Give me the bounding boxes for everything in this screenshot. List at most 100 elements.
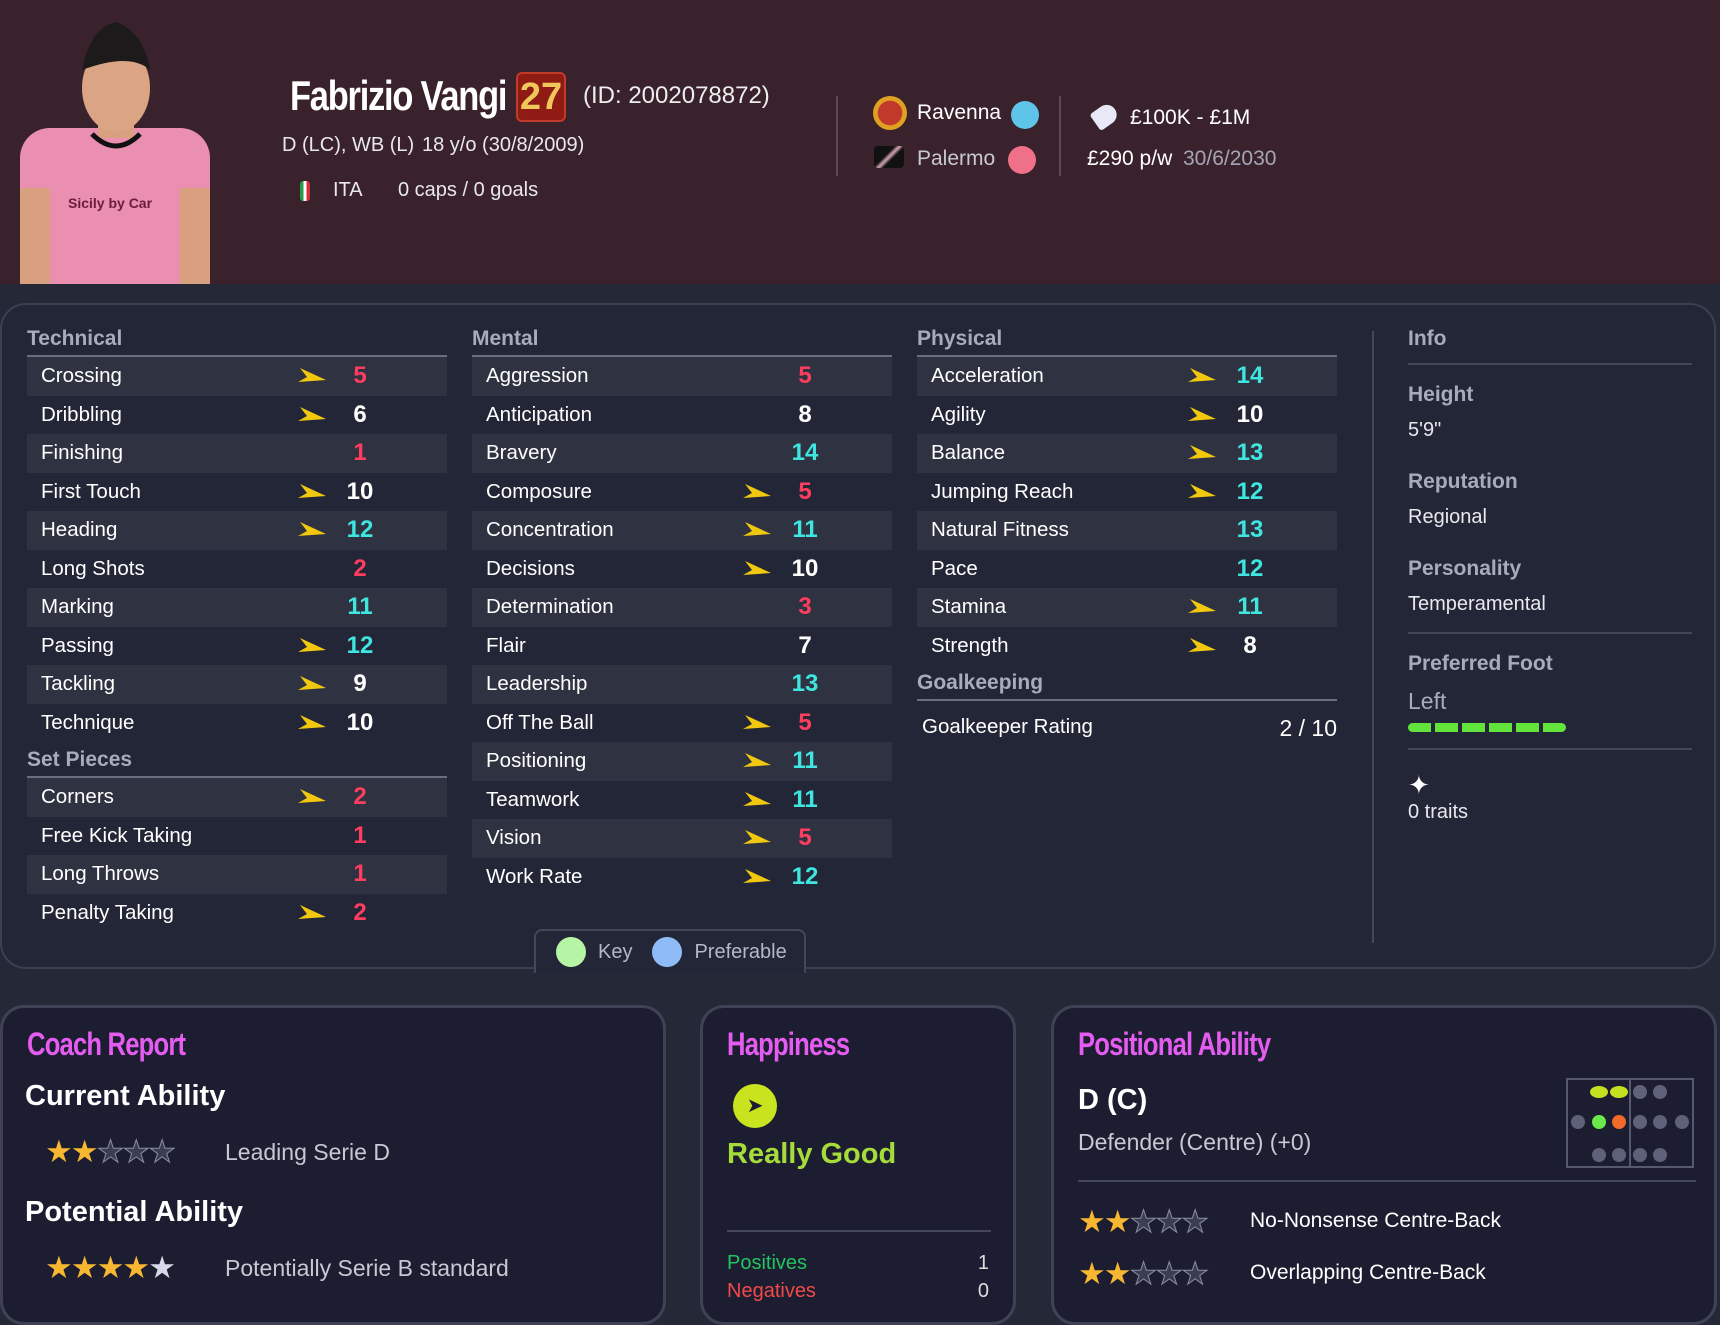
loan-club-name[interactable]: Ravenna bbox=[917, 101, 1002, 124]
attribute-row-determination[interactable]: Determination 3 bbox=[472, 588, 892, 627]
caps-goals: 0 caps / 0 goals bbox=[398, 179, 539, 201]
attribute-row-agility[interactable]: Agility 10 bbox=[917, 396, 1337, 435]
attribute-value: 1 bbox=[353, 439, 367, 467]
training-arrow-icon bbox=[298, 522, 326, 537]
attribute-row-acceleration[interactable]: Acceleration 14 bbox=[917, 357, 1337, 396]
attribute-value: 2 bbox=[353, 783, 367, 811]
height-value: 5'9" bbox=[1408, 419, 1442, 441]
star-icon: ★ bbox=[1129, 1204, 1158, 1240]
attribute-row-work-rate[interactable]: Work Rate 12 bbox=[472, 858, 892, 897]
player-name: Fabrizio Vangi bbox=[290, 72, 507, 119]
goalkeeper-rating-value: 2 / 10 bbox=[1279, 715, 1337, 741]
player-portrait: Sicily by Car bbox=[20, 22, 210, 284]
attribute-row-teamwork[interactable]: Teamwork 11 bbox=[472, 781, 892, 820]
star-icon: ★ bbox=[96, 1250, 125, 1285]
attribute-row-aggression[interactable]: Aggression 5 bbox=[472, 357, 892, 396]
divider bbox=[1372, 331, 1374, 943]
star-icon: ★ bbox=[122, 1250, 150, 1285]
nationality: ITA bbox=[333, 179, 363, 201]
role-name[interactable]: Overlapping Centre-Back bbox=[1250, 1261, 1486, 1284]
attribute-row-tackling[interactable]: Tackling 9 bbox=[27, 665, 447, 704]
attribute-row-corners[interactable]: Corners 2 bbox=[27, 778, 447, 817]
attribute-row-passing[interactable]: Passing 12 bbox=[27, 627, 447, 666]
mental-title: Mental bbox=[472, 323, 892, 357]
attribute-row-long-throws[interactable]: Long Throws 1 bbox=[27, 855, 447, 894]
negatives-label[interactable]: Negatives bbox=[727, 1280, 816, 1302]
attribute-value: 12 bbox=[1236, 477, 1264, 505]
attribute-value: 2 bbox=[353, 554, 367, 582]
traits-count[interactable]: 0 traits bbox=[1408, 801, 1469, 823]
attribute-row-marking[interactable]: Marking 11 bbox=[27, 588, 447, 627]
attribute-label: Acceleration bbox=[931, 364, 1044, 388]
attribute-row-strength[interactable]: Strength 8 bbox=[917, 627, 1337, 666]
attribute-row-jumping-reach[interactable]: Jumping Reach 12 bbox=[917, 473, 1337, 512]
attribute-label: Pace bbox=[931, 556, 978, 580]
star-icon: ★ bbox=[148, 1250, 176, 1285]
star-icon: ★ bbox=[148, 1134, 177, 1170]
attribute-row-stamina[interactable]: Stamina 11 bbox=[917, 588, 1337, 627]
attribute-row-crossing[interactable]: Crossing 5 bbox=[27, 357, 447, 396]
attribute-label: Vision bbox=[486, 826, 542, 850]
attribute-label: Work Rate bbox=[486, 864, 583, 888]
mental-column: Mental Aggression 5 Anticipation 8 Bravery 14… bbox=[472, 323, 892, 896]
sparkle-icon: ✦ bbox=[1408, 770, 1430, 800]
legend-preferable: Preferable bbox=[694, 940, 787, 963]
attribute-label: Corners bbox=[41, 785, 114, 809]
positional-ability-title: Positional Ability bbox=[1078, 1026, 1271, 1062]
mental-list: Aggression 5 Anticipation 8 Bravery 14 Composu… bbox=[472, 357, 892, 896]
attribute-value: 11 bbox=[792, 785, 818, 813]
training-arrow-icon bbox=[298, 406, 326, 421]
attribute-row-bravery[interactable]: Bravery 14 bbox=[472, 434, 892, 473]
attribute-value: 11 bbox=[347, 593, 373, 621]
star-icon: ★ bbox=[70, 1250, 99, 1285]
attribute-row-heading[interactable]: Heading 12 bbox=[27, 511, 447, 550]
attribute-row-technique[interactable]: Technique 10 bbox=[27, 704, 447, 743]
training-arrow-icon bbox=[298, 789, 326, 804]
attribute-row-decisions[interactable]: Decisions 10 bbox=[472, 550, 892, 589]
attribute-row-penalty-taking[interactable]: Penalty Taking 2 bbox=[27, 894, 447, 933]
attribute-row-dribbling[interactable]: Dribbling 6 bbox=[27, 396, 447, 435]
attribute-row-flair[interactable]: Flair 7 bbox=[472, 627, 892, 666]
training-arrow-icon bbox=[1188, 445, 1216, 460]
training-arrow-icon bbox=[743, 522, 771, 537]
attribute-row-composure[interactable]: Composure 5 bbox=[472, 473, 892, 512]
training-arrow-icon bbox=[298, 368, 326, 383]
preferable-dot-icon bbox=[652, 937, 683, 967]
attribute-row-free-kick-taking[interactable]: Free Kick Taking 1 bbox=[27, 817, 447, 856]
attribute-row-leadership[interactable]: Leadership 13 bbox=[472, 665, 892, 704]
ravenna-crest-icon bbox=[873, 96, 907, 130]
positives-label[interactable]: Positives bbox=[727, 1252, 808, 1274]
attribute-label: Penalty Taking bbox=[41, 900, 174, 924]
attribute-row-pace[interactable]: Pace 12 bbox=[917, 550, 1337, 589]
attribute-row-positioning[interactable]: Positioning 11 bbox=[472, 742, 892, 781]
attribute-row-off-the-ball[interactable]: Off The Ball 5 bbox=[472, 704, 892, 743]
attribute-value: 12 bbox=[346, 631, 374, 659]
attribute-value: 11 bbox=[1237, 593, 1263, 621]
attribute-row-concentration[interactable]: Concentration 11 bbox=[472, 511, 892, 550]
attribute-row-natural-fitness[interactable]: Natural Fitness 13 bbox=[917, 511, 1337, 550]
attribute-value: 1 bbox=[353, 821, 367, 849]
attribute-label: First Touch bbox=[41, 479, 141, 503]
star-icon: ★ bbox=[1155, 1204, 1184, 1240]
training-arrow-icon bbox=[298, 637, 326, 652]
attribute-row-long-shots[interactable]: Long Shots 2 bbox=[27, 550, 447, 589]
attribute-value: 6 bbox=[353, 400, 367, 428]
attribute-value: 13 bbox=[1236, 516, 1264, 544]
attribute-row-anticipation[interactable]: Anticipation 8 bbox=[472, 396, 892, 435]
personality-value: Temperamental bbox=[1408, 593, 1546, 615]
training-arrow-icon bbox=[743, 483, 771, 498]
parent-club-name[interactable]: Palermo bbox=[917, 147, 996, 170]
role-name[interactable]: No-Nonsense Centre-Back bbox=[1250, 1209, 1501, 1232]
attribute-label: Heading bbox=[41, 518, 118, 542]
star-icon: ★ bbox=[96, 1134, 125, 1170]
set-pieces-list: Corners 2 Free Kick Taking 1 Long Throws 1 Pen… bbox=[27, 778, 447, 932]
attribute-row-finishing[interactable]: Finishing 1 bbox=[27, 434, 447, 473]
role-stars: ★★★★★ bbox=[1078, 1204, 1209, 1240]
attribute-label: Bravery bbox=[486, 441, 557, 465]
attribute-row-first-touch[interactable]: First Touch 10 bbox=[27, 473, 447, 512]
contract-expiry: 30/6/2030 bbox=[1183, 147, 1277, 170]
attribute-value: 7 bbox=[798, 631, 812, 659]
attribute-value: 14 bbox=[791, 439, 819, 467]
attribute-row-balance[interactable]: Balance 13 bbox=[917, 434, 1337, 473]
attribute-row-vision[interactable]: Vision 5 bbox=[472, 819, 892, 858]
